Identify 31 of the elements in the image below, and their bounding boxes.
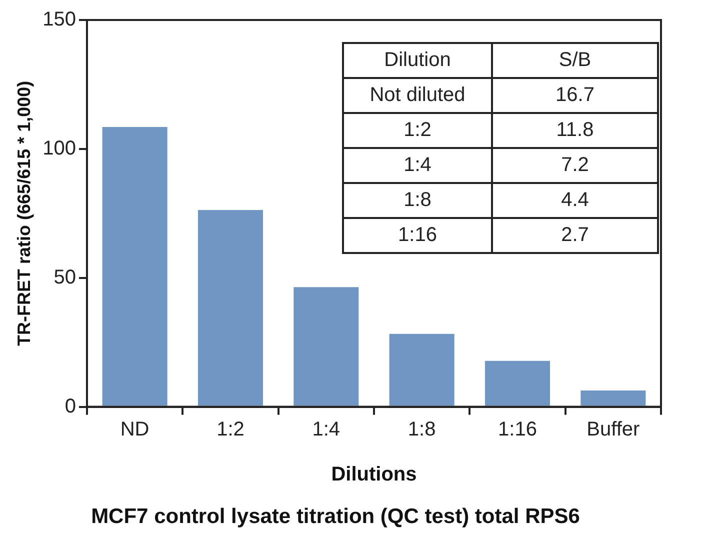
- annotation: 2.7: [492, 218, 658, 253]
- annotation: 1:2: [343, 113, 492, 148]
- text: MCF7 control lysate titration (QC test) total RPS6: [91, 505, 580, 528]
- bar: [484, 360, 550, 406]
- bar: [580, 390, 646, 406]
- x-axis-title: Dilutions: [331, 463, 417, 486]
- annotation: 4.4: [492, 183, 658, 218]
- y-tick-label: 50: [54, 266, 76, 288]
- x-tick-label: 1:2: [216, 418, 244, 440]
- bar: [198, 210, 264, 406]
- annotation: S/B: [492, 43, 658, 78]
- annotation: 1:8: [343, 183, 492, 218]
- x-tick-label: Buffer: [586, 418, 640, 440]
- annotation: 1:4: [343, 148, 492, 183]
- y-tick-label: 150: [42, 8, 76, 31]
- annotation: 16.7: [492, 78, 658, 113]
- x-tick-label: 1:16: [498, 418, 537, 440]
- bar: [389, 334, 454, 406]
- x-tick-label: ND: [120, 418, 150, 440]
- bar: [294, 287, 359, 406]
- annotation: Dilution: [343, 43, 492, 78]
- annotation: 7.2: [492, 148, 658, 183]
- x-tick-label: 1:4: [312, 418, 340, 440]
- x-tick-label: 1:8: [408, 418, 436, 440]
- y-tick-label: 0: [64, 395, 76, 418]
- annotation: 1:16: [343, 218, 492, 253]
- annotation: Not diluted: [343, 78, 492, 113]
- bar: [102, 127, 168, 406]
- annotation: 11.8: [492, 113, 658, 148]
- y-axis-title: TR-FRET ratio (665/615 * 1,000): [14, 80, 34, 346]
- y-tick-label: 100: [42, 137, 76, 160]
